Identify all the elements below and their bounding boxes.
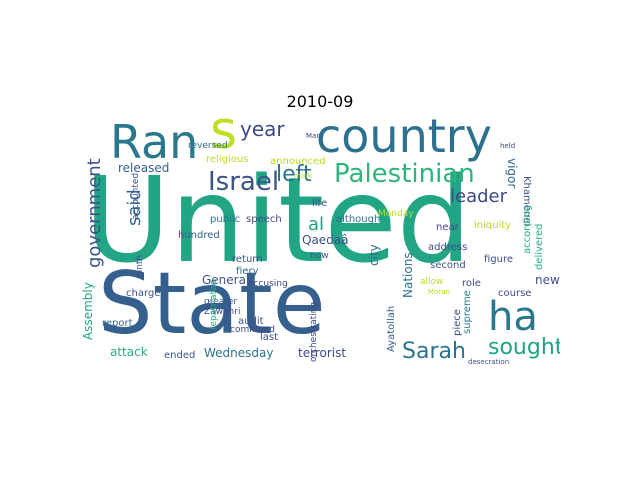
word-speech: speech xyxy=(246,214,282,225)
word-al: al xyxy=(308,214,324,235)
word-role: role xyxy=(462,278,481,289)
word-united: United xyxy=(84,151,472,289)
word-zawahri: Zawahri xyxy=(204,307,240,317)
word-wednesday: Wednesday xyxy=(204,346,273,360)
word-address: address xyxy=(428,242,467,253)
word-nations: Nations xyxy=(401,252,415,298)
word-according: according xyxy=(522,205,533,254)
word-audit: audit xyxy=(238,316,264,327)
word-charge: charge xyxy=(126,288,160,299)
word-course: course xyxy=(498,288,531,299)
word-piece: piece xyxy=(452,309,463,336)
word-report: report xyxy=(102,318,133,329)
word-sarah: Sarah xyxy=(402,339,466,364)
word-city: city xyxy=(367,244,381,266)
word-palestinian: Palestinian xyxy=(334,159,475,189)
word-held: held xyxy=(500,142,515,150)
word-qaeda-: Qaedaâ xyxy=(302,233,349,247)
word-life: life xyxy=(312,198,327,209)
word-greater: greater xyxy=(204,297,237,307)
word-ha: ha xyxy=(488,294,538,340)
word-iniquity: iniquity xyxy=(474,220,511,231)
word-repatriated: repatriated xyxy=(209,280,219,330)
word-new: new xyxy=(535,273,560,287)
word-assembly: Assembly xyxy=(81,282,95,340)
word-mark: mark xyxy=(294,172,313,180)
word-left: left xyxy=(276,162,312,187)
chart-title: 2010-09 xyxy=(286,92,354,111)
word-ran: Ran xyxy=(110,118,198,169)
word-ayatollah: Ayatollah xyxy=(386,306,397,352)
word-fiery: fiery xyxy=(236,266,259,277)
word-return: return xyxy=(232,254,263,265)
word-man: Man xyxy=(306,132,321,140)
word-figure: figure xyxy=(484,254,513,265)
word-supreme: supreme xyxy=(462,290,473,334)
word-released: released xyxy=(118,161,169,175)
word-reversed: reversed xyxy=(188,141,228,151)
word-sought: sought xyxy=(488,335,560,360)
word-general: General xyxy=(202,273,249,287)
word-khamenei: Khamenei xyxy=(521,176,532,226)
word-announced: announced xyxy=(270,156,326,167)
word-country: country xyxy=(316,118,492,163)
word-allow: allow xyxy=(420,277,443,287)
word-government: government xyxy=(84,158,105,268)
word-cloud: United State country Ran s Palestinian Israel l… xyxy=(80,118,560,370)
word-attack: attack xyxy=(110,345,148,359)
word-year: year xyxy=(240,118,285,141)
word-orchestrating: orchestrating xyxy=(309,302,319,362)
word-s: s xyxy=(210,118,237,161)
word-now: now xyxy=(310,251,329,261)
word-religious: religious xyxy=(206,154,248,165)
word-accounted: accounted xyxy=(131,173,141,220)
word-said: said xyxy=(124,189,145,226)
word-accusing: accusing xyxy=(248,279,288,289)
word-near: near xyxy=(436,222,460,233)
word-moran: Moran xyxy=(428,288,450,296)
word-command: command xyxy=(230,325,275,335)
word-public: public xyxy=(210,214,240,225)
word-ninth: ninth xyxy=(135,255,145,278)
word-state: State xyxy=(98,254,326,354)
word-vigor: vigor xyxy=(505,158,519,188)
word-monday: Monday xyxy=(378,209,414,219)
word-leader: leader xyxy=(450,186,508,207)
word-second: second xyxy=(430,260,466,271)
word-hundred: hundred xyxy=(178,230,220,241)
word-desecration: desecration xyxy=(468,358,509,366)
word-last: last xyxy=(260,332,278,343)
word-although: although xyxy=(336,214,380,225)
word-delivered: delivered xyxy=(534,223,545,270)
word-terrorist: terrorist xyxy=(298,346,346,360)
word-ended: ended xyxy=(164,350,195,361)
word-israel: Israel xyxy=(208,167,279,197)
